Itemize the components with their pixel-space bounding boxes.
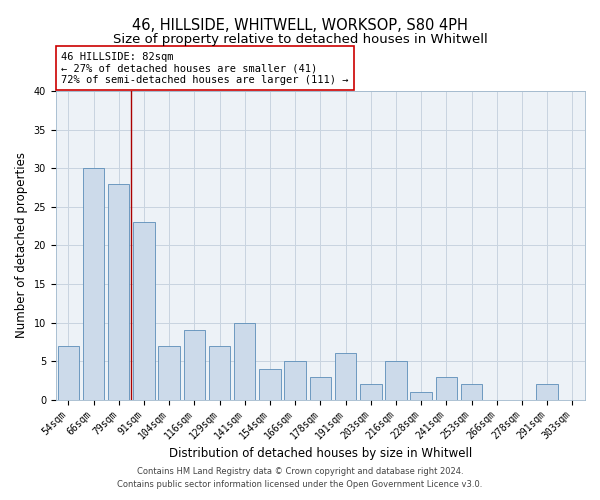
Bar bbox=[385, 361, 407, 400]
Bar bbox=[284, 361, 306, 400]
Bar bbox=[83, 168, 104, 400]
Text: Size of property relative to detached houses in Whitwell: Size of property relative to detached ho… bbox=[113, 32, 487, 46]
Text: Contains HM Land Registry data © Crown copyright and database right 2024.
Contai: Contains HM Land Registry data © Crown c… bbox=[118, 467, 482, 489]
Bar bbox=[310, 376, 331, 400]
Text: 46, HILLSIDE, WHITWELL, WORKSOP, S80 4PH: 46, HILLSIDE, WHITWELL, WORKSOP, S80 4PH bbox=[132, 18, 468, 32]
Y-axis label: Number of detached properties: Number of detached properties bbox=[15, 152, 28, 338]
Bar bbox=[536, 384, 558, 400]
Bar bbox=[410, 392, 432, 400]
Bar bbox=[360, 384, 382, 400]
Bar bbox=[158, 346, 180, 400]
Bar bbox=[234, 322, 256, 400]
Bar bbox=[58, 346, 79, 400]
Bar bbox=[335, 354, 356, 400]
Bar bbox=[209, 346, 230, 400]
X-axis label: Distribution of detached houses by size in Whitwell: Distribution of detached houses by size … bbox=[169, 447, 472, 460]
Bar bbox=[436, 376, 457, 400]
Bar bbox=[184, 330, 205, 400]
Text: 46 HILLSIDE: 82sqm
← 27% of detached houses are smaller (41)
72% of semi-detache: 46 HILLSIDE: 82sqm ← 27% of detached hou… bbox=[61, 52, 349, 84]
Bar bbox=[108, 184, 130, 400]
Bar bbox=[461, 384, 482, 400]
Bar bbox=[259, 369, 281, 400]
Bar bbox=[133, 222, 155, 400]
